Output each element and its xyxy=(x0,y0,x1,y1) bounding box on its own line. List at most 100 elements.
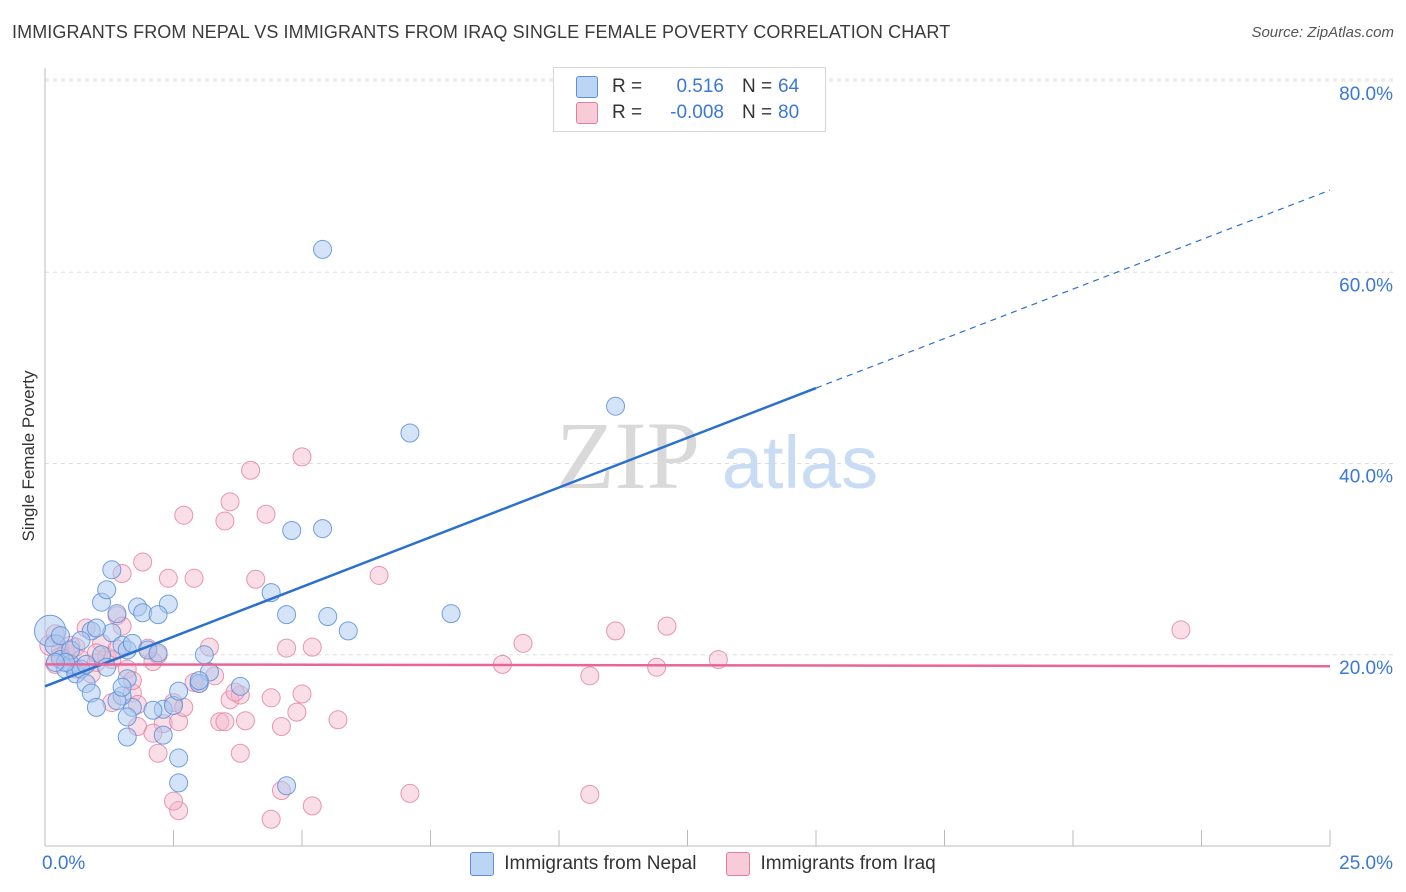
chart-title: IMMIGRANTS FROM NEPAL VS IMMIGRANTS FROM… xyxy=(12,22,951,42)
nepal-point xyxy=(112,677,132,697)
iraq-point xyxy=(580,784,600,804)
iraq-point xyxy=(210,712,230,732)
iraq-point xyxy=(513,633,533,653)
iraq-point xyxy=(164,791,183,811)
nepal-point xyxy=(153,725,173,745)
r-label: R = xyxy=(612,76,643,97)
iraq-point xyxy=(246,569,266,589)
nepal-point xyxy=(169,681,189,701)
iraq-trend-line xyxy=(44,663,1331,668)
watermark-atlas: atlas xyxy=(722,421,878,504)
iraq-point xyxy=(215,511,235,531)
iraq-point xyxy=(133,552,153,572)
y-tick-label: 20.0% xyxy=(1339,658,1393,679)
nepal-point xyxy=(189,671,209,691)
nepal-r-value: 0.516 xyxy=(676,76,724,97)
r-label: R = xyxy=(612,102,643,123)
iraq-point xyxy=(256,504,276,524)
nepal-point xyxy=(282,520,302,540)
nepal-point xyxy=(71,630,91,650)
legend-row-nepal: R = 0.516 N = 64 xyxy=(576,74,799,100)
iraq-n-value: 80 xyxy=(778,102,800,123)
nepal-point xyxy=(277,776,297,796)
nepal-trend-extension xyxy=(815,189,1331,389)
iraq-point xyxy=(241,460,261,480)
nepal-point xyxy=(313,239,333,259)
y-axis-label: Single Female Poverty xyxy=(19,370,38,542)
iraq-point xyxy=(148,743,168,763)
x-tick-label-max: 25.0% xyxy=(1339,853,1393,874)
y-tick-label: 60.0% xyxy=(1339,275,1393,296)
nepal-point xyxy=(45,652,65,672)
nepal-point xyxy=(148,605,168,625)
iraq-point xyxy=(400,783,420,803)
nepal-legend-swatch xyxy=(470,852,495,876)
y-tick-label: 40.0% xyxy=(1339,467,1393,488)
watermark: ZIP atlas xyxy=(556,402,878,509)
iraq-point xyxy=(235,711,255,731)
iraq-point xyxy=(169,801,189,821)
legend-item-iraq: Immigrants from Iraq xyxy=(726,852,936,876)
x-tick-label-min: 0.0% xyxy=(42,853,85,874)
iraq-point xyxy=(287,702,307,722)
y-tick-label: 80.0% xyxy=(1339,84,1393,105)
n-label: N = xyxy=(742,76,773,97)
nepal-point xyxy=(606,396,626,416)
nepal-point xyxy=(117,707,137,727)
watermark-zip: ZIP xyxy=(556,402,700,509)
correlation-legend: R = 0.516 N = 64 R = -0.008 N = 80 xyxy=(553,67,826,132)
nepal-point xyxy=(169,748,189,768)
iraq-point xyxy=(220,492,240,512)
nepal-n-value: 64 xyxy=(778,76,800,97)
iraq-point xyxy=(271,716,291,736)
nepal-point xyxy=(107,604,127,624)
iraq-point xyxy=(1171,620,1191,640)
tick-labels: 20.0% 40.0% 60.0% 80.0% 0.0% 25.0% xyxy=(42,84,1393,874)
axes xyxy=(44,68,1331,847)
nepal-point xyxy=(441,604,461,624)
nepal-point xyxy=(277,605,297,625)
nepal-point xyxy=(194,645,214,665)
nepal-point xyxy=(117,727,137,747)
iraq-point xyxy=(369,565,389,585)
nepal-point xyxy=(169,773,189,793)
iraq-point xyxy=(708,650,728,670)
series-legend: Immigrants from Nepal Immigrants from Ir… xyxy=(0,852,1406,876)
trend-lines xyxy=(44,189,1331,688)
nepal-point xyxy=(86,697,106,717)
iraq-point xyxy=(277,638,297,658)
iraq-point xyxy=(580,666,600,686)
nepal-point xyxy=(86,618,106,638)
nepal-point xyxy=(313,519,333,539)
iraq-point xyxy=(647,657,667,677)
nepal-swatch xyxy=(576,76,598,98)
nepal-point xyxy=(148,643,168,663)
nepal-point xyxy=(338,621,358,641)
iraq-point xyxy=(606,621,626,641)
iraq-swatch xyxy=(576,102,598,124)
nepal-legend-label: Immigrants from Nepal xyxy=(504,853,697,874)
nepal-point xyxy=(318,607,338,627)
iraq-point xyxy=(292,684,312,704)
iraq-point xyxy=(657,616,677,636)
nepal-point xyxy=(97,580,117,600)
legend-row-iraq: R = -0.008 N = 80 xyxy=(576,100,799,126)
nepal-point xyxy=(143,700,163,720)
nepal-point xyxy=(400,423,420,443)
gridlines xyxy=(45,78,1393,656)
iraq-point xyxy=(302,637,322,657)
iraq-point xyxy=(328,710,348,730)
iraq-point xyxy=(261,688,281,708)
iraq-point xyxy=(174,505,194,525)
nepal-point xyxy=(230,676,250,696)
iraq-point xyxy=(302,796,322,816)
iraq-r-value: -0.008 xyxy=(670,102,724,123)
iraq-point xyxy=(215,712,235,732)
n-label: N = xyxy=(742,102,773,123)
nepal-point xyxy=(102,560,122,580)
iraq-legend-label: Immigrants from Iraq xyxy=(760,853,936,874)
nepal-trend-line xyxy=(44,386,817,688)
nepal-points xyxy=(33,239,626,796)
legend-item-nepal: Immigrants from Nepal xyxy=(470,852,696,876)
